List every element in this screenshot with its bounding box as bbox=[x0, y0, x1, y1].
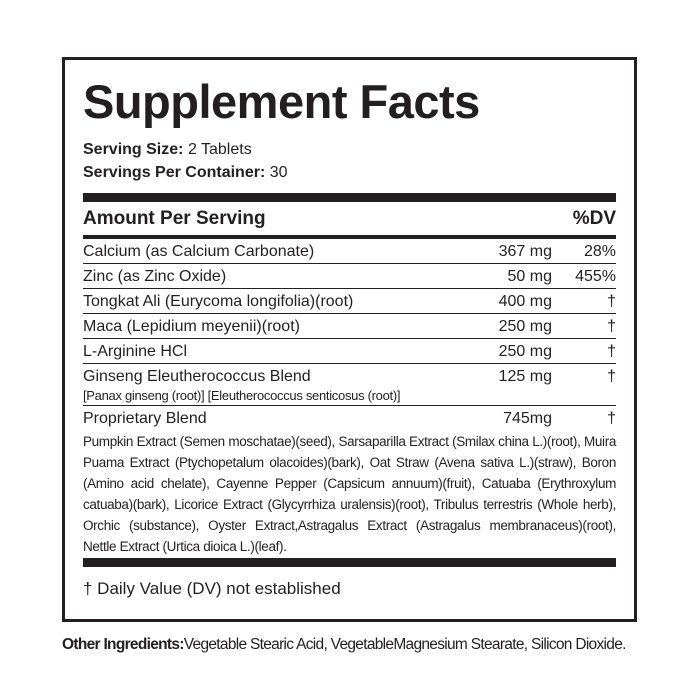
ingredient-name: Calcium (as Calcium Carbonate) bbox=[83, 243, 315, 260]
value: 2 Tablets bbox=[187, 141, 252, 158]
amount: 745mg bbox=[503, 410, 552, 427]
title: Supplement Facts bbox=[83, 75, 480, 128]
row-line: L-Arginine HCl 250 mg † bbox=[83, 341, 616, 362]
amount: 250 mg bbox=[498, 318, 552, 335]
ingredient-name: Maca (Lepidium meyenii)(root) bbox=[83, 318, 300, 335]
daily-value: † bbox=[607, 343, 616, 360]
row-line: Proprietary Blend 745mg † bbox=[83, 408, 616, 429]
facts-panel: Supplement Facts Serving Size: 2 Tablets… bbox=[62, 57, 637, 622]
table-header: Amount Per Serving %DV bbox=[83, 202, 616, 235]
label: Servings Per Container: bbox=[83, 164, 266, 181]
table-rows: Calcium (as Calcium Carbonate) 367 mg 28% Z… bbox=[83, 239, 616, 558]
nutrient-row: Maca (Lepidium meyenii)(root) 250 mg † bbox=[83, 314, 616, 339]
text: Vegetable Stearic Acid, VegetableMagnesi… bbox=[183, 636, 627, 653]
daily-value: † bbox=[607, 410, 616, 427]
daily-value: 455% bbox=[575, 268, 616, 285]
daily-value: † bbox=[607, 293, 616, 310]
serving-size: Serving Size: 2 Tablets bbox=[83, 138, 616, 161]
ingredient-name: L-Arginine HCl bbox=[83, 343, 188, 360]
ingredient-name: Proprietary Blend bbox=[83, 410, 207, 427]
header-amount: Amount Per Serving bbox=[83, 208, 266, 229]
daily-value: † bbox=[607, 318, 616, 335]
header-dv: %DV bbox=[572, 208, 616, 229]
value: 30 bbox=[269, 164, 288, 181]
divider bbox=[83, 558, 616, 567]
row-line: Tongkat Ali (Eurycoma longifolia)(root) 4… bbox=[83, 291, 616, 312]
daily-value: † bbox=[607, 368, 616, 385]
amount: 400 mg bbox=[498, 293, 552, 310]
amount: 367 mg bbox=[498, 243, 552, 260]
row-line: Zinc (as Zinc Oxide) 50 mg 455% bbox=[83, 266, 616, 287]
footnote: † Daily Value (DV) not established bbox=[83, 579, 341, 598]
row-line: Calcium (as Calcium Carbonate) 367 mg 28% bbox=[83, 241, 616, 262]
nutrient-row: Tongkat Ali (Eurycoma longifolia)(root) 4… bbox=[83, 289, 616, 314]
servings-per-container: Servings Per Container: 30 bbox=[83, 161, 616, 184]
row-line: Ginseng Eleutherococcus Blend 125 mg † bbox=[83, 366, 616, 387]
ingredient-name: Ginseng Eleutherococcus Blend bbox=[83, 368, 311, 385]
amount: 50 mg bbox=[507, 268, 552, 285]
row-line: Maca (Lepidium meyenii)(root) 250 mg † bbox=[83, 316, 616, 337]
ingredient-name: Tongkat Ali (Eurycoma longifolia)(root) bbox=[83, 293, 354, 310]
ingredient-detail: [Panax ginseng (root)] [Eleutherococcus … bbox=[83, 388, 401, 403]
ingredient-name: Zinc (as Zinc Oxide) bbox=[83, 268, 227, 285]
ingredient-detail: Pumpkin Extract (Semen moschatae)(seed),… bbox=[83, 434, 616, 554]
daily-value: 28% bbox=[583, 243, 616, 260]
divider bbox=[83, 235, 616, 239]
nutrient-row: Ginseng Eleutherococcus Blend 125 mg † [Pan… bbox=[83, 364, 616, 406]
nutrient-row: Proprietary Blend 745mg † Pumpkin Extract (… bbox=[83, 406, 616, 558]
label: Serving Size: bbox=[83, 141, 184, 158]
nutrient-row: Zinc (as Zinc Oxide) 50 mg 455% bbox=[83, 264, 616, 289]
nutrient-row: Calcium (as Calcium Carbonate) 367 mg 28% bbox=[83, 239, 616, 264]
other-ingredients: Other Ingredients:Vegetable Stearic Acid… bbox=[62, 636, 626, 654]
label: Other Ingredients: bbox=[62, 636, 184, 653]
nutrient-row: L-Arginine HCl 250 mg † bbox=[83, 339, 616, 364]
amount: 250 mg bbox=[498, 343, 552, 360]
divider bbox=[83, 193, 616, 202]
amount: 125 mg bbox=[498, 368, 552, 385]
